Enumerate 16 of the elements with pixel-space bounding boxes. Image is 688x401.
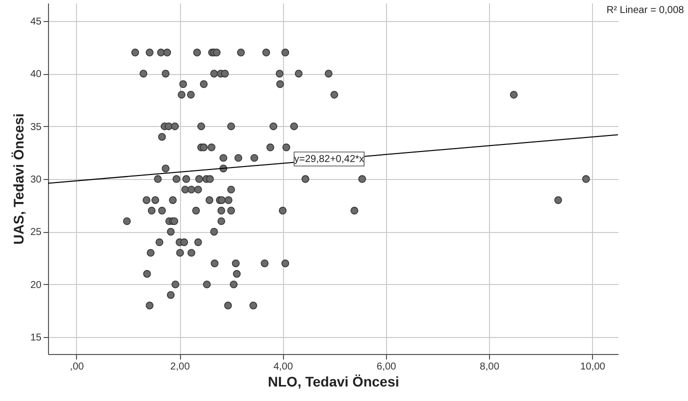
y-tick-label: 25 [30, 227, 42, 238]
y-tick-label: 35 [30, 122, 42, 133]
y-tick-label: 45 [30, 16, 42, 28]
x-tick-label: ,00 [70, 362, 84, 372]
x-axis-title: NLO, Tedavi Öncesi [268, 374, 400, 390]
x-tick-label: 10,00 [580, 362, 606, 372]
y-tick-label: 30 [30, 174, 42, 186]
y-tick-label: 15 [30, 332, 42, 344]
y-tick-label: 40 [30, 69, 42, 80]
y-tick-label: 20 [30, 280, 42, 291]
annotation: R² Linear = 0,008 [606, 5, 684, 16]
x-tick-label: 2,00 [170, 362, 190, 372]
y-axis-title: UAS, Tedavi Öncesi [10, 113, 26, 245]
x-tick-label: 6,00 [376, 362, 397, 372]
x-tick-label: 8,00 [480, 362, 500, 372]
x-tick-label: 4,00 [273, 362, 294, 372]
